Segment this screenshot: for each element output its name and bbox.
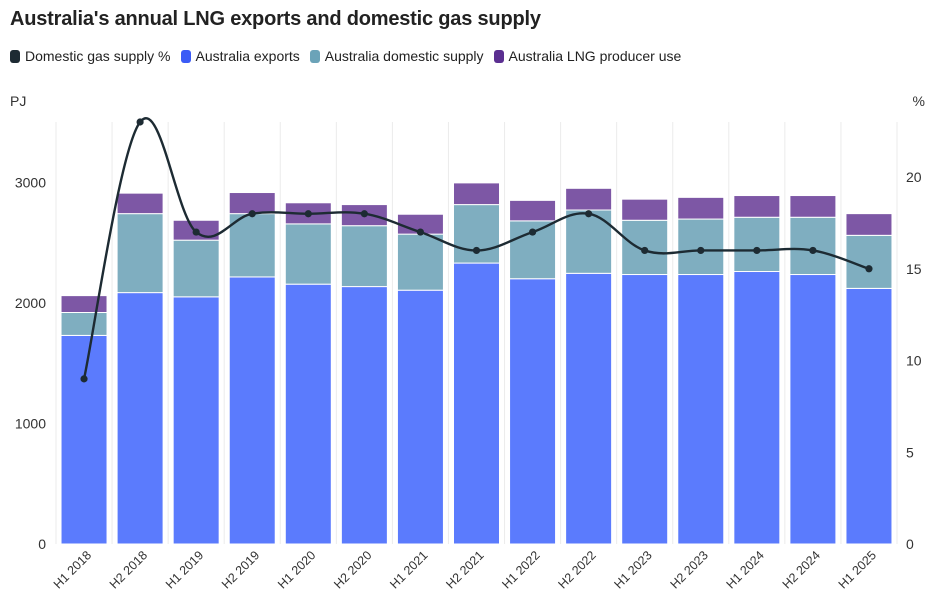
bar-australia-domestic-supply bbox=[340, 225, 388, 288]
x-tick-label: H2 2020 bbox=[331, 548, 374, 591]
left-tick-label: 2000 bbox=[15, 295, 46, 311]
legend-label: Domestic gas supply % bbox=[25, 48, 171, 64]
right-tick-label: 0 bbox=[906, 536, 914, 552]
bar-australia-domestic-supply bbox=[789, 216, 837, 276]
x-tick-label: H2 2023 bbox=[668, 548, 711, 591]
right-axis-label: % bbox=[913, 93, 925, 109]
bar-australia-exports bbox=[509, 278, 557, 545]
bar-australia-exports bbox=[845, 287, 893, 545]
line-point bbox=[585, 210, 593, 218]
bar-australia-exports bbox=[396, 289, 444, 545]
bar-australia-domestic-supply bbox=[677, 218, 725, 276]
bar-australia-lng-producer-use bbox=[677, 196, 725, 220]
x-tick-label: H2 2018 bbox=[107, 548, 150, 591]
line-point bbox=[753, 246, 761, 255]
legend-swatch bbox=[10, 49, 20, 63]
bar-australia-exports bbox=[116, 292, 164, 545]
bar-australia-exports bbox=[565, 272, 613, 545]
bar-australia-domestic-supply bbox=[733, 216, 781, 273]
bar-australia-domestic-supply bbox=[565, 209, 613, 274]
bar-australia-exports bbox=[284, 283, 332, 545]
bar-australia-domestic-supply bbox=[60, 312, 108, 336]
bar-australia-exports bbox=[621, 274, 669, 545]
bar-australia-domestic-supply bbox=[453, 204, 500, 264]
right-tick-label: 10 bbox=[906, 353, 922, 369]
line-point bbox=[865, 265, 873, 273]
bar-australia-domestic-supply bbox=[228, 213, 276, 278]
left-axis-label: PJ bbox=[10, 93, 26, 109]
line-point bbox=[809, 246, 817, 255]
x-tick-label: H1 2018 bbox=[51, 548, 94, 591]
bar-australia-exports bbox=[677, 274, 725, 545]
legend-item-australia-exports[interactable]: Australia exports bbox=[180, 48, 300, 64]
line-point bbox=[697, 246, 705, 255]
bar-australia-lng-producer-use bbox=[789, 195, 837, 218]
bar-australia-lng-producer-use bbox=[116, 192, 164, 215]
bar-australia-exports bbox=[60, 334, 108, 545]
legend-label: Australia domestic supply bbox=[324, 48, 484, 64]
line-series bbox=[80, 117, 873, 383]
chart-title: Australia's annual LNG exports and domes… bbox=[10, 8, 541, 30]
line-point bbox=[248, 210, 256, 218]
x-tick-label: H2 2019 bbox=[219, 548, 262, 591]
x-tick-label: H1 2021 bbox=[387, 548, 430, 591]
x-tick-label: H1 2022 bbox=[499, 548, 542, 591]
right-tick-label: 20 bbox=[906, 169, 922, 185]
bar-australia-exports bbox=[733, 271, 781, 545]
x-tick-label: H2 2021 bbox=[443, 548, 486, 591]
bars bbox=[60, 182, 893, 545]
line-point bbox=[472, 246, 481, 255]
line-point bbox=[360, 210, 368, 218]
bar-australia-lng-producer-use bbox=[565, 187, 613, 211]
legend: Domestic gas supply % Australia exports … bbox=[10, 48, 681, 64]
legend-swatch bbox=[493, 49, 504, 63]
bar-australia-exports bbox=[789, 274, 837, 545]
x-tick-label: H1 2025 bbox=[836, 548, 879, 591]
bar-australia-lng-producer-use bbox=[509, 199, 557, 222]
x-tick-label: H1 2024 bbox=[724, 548, 767, 591]
line-point bbox=[136, 118, 144, 126]
legend-swatch bbox=[180, 49, 191, 63]
line-point bbox=[304, 210, 312, 218]
line-point bbox=[416, 228, 425, 236]
bar-australia-domestic-supply bbox=[116, 213, 164, 294]
legend-item-australia-domestic-supply[interactable]: Australia domestic supply bbox=[309, 48, 484, 64]
bar-australia-lng-producer-use bbox=[621, 198, 669, 221]
bar-australia-lng-producer-use bbox=[845, 213, 893, 236]
bar-australia-domestic-supply bbox=[396, 233, 444, 291]
x-tick-label: H2 2024 bbox=[780, 548, 823, 591]
bar-australia-lng-producer-use bbox=[733, 195, 781, 218]
legend-label: Australia LNG producer use bbox=[508, 48, 682, 64]
bar-australia-domestic-supply bbox=[172, 239, 220, 298]
bar-australia-exports bbox=[228, 276, 276, 545]
bar-australia-exports bbox=[172, 296, 220, 545]
left-tick-label: 0 bbox=[38, 536, 46, 552]
bar-australia-domestic-supply bbox=[284, 223, 332, 285]
x-tick-label: H1 2023 bbox=[612, 548, 655, 591]
left-tick-label: 3000 bbox=[15, 174, 46, 190]
right-tick-label: 5 bbox=[906, 444, 914, 460]
bar-australia-lng-producer-use bbox=[60, 295, 108, 314]
x-tick-label: H2 2022 bbox=[555, 548, 598, 591]
bar-australia-exports bbox=[453, 262, 500, 545]
bar-australia-lng-producer-use bbox=[453, 182, 500, 206]
line-point bbox=[528, 228, 537, 236]
right-tick-label: 15 bbox=[906, 261, 922, 277]
bar-australia-exports bbox=[340, 286, 388, 545]
legend-swatch bbox=[309, 49, 320, 63]
gridlines bbox=[55, 122, 898, 544]
line-point bbox=[80, 375, 88, 383]
legend-label: Australia exports bbox=[195, 48, 300, 64]
legend-item-australia-lng-producer-use[interactable]: Australia LNG producer use bbox=[493, 48, 682, 64]
line-point bbox=[192, 228, 200, 236]
x-tick-label: H1 2019 bbox=[163, 548, 206, 591]
x-tick-label: H1 2020 bbox=[275, 548, 318, 591]
left-tick-label: 1000 bbox=[15, 415, 46, 431]
line-domestic-gas-supply-pct bbox=[82, 117, 870, 380]
legend-item-domestic-gas-supply-pct[interactable]: Domestic gas supply % bbox=[10, 48, 171, 64]
line-point bbox=[641, 246, 649, 255]
